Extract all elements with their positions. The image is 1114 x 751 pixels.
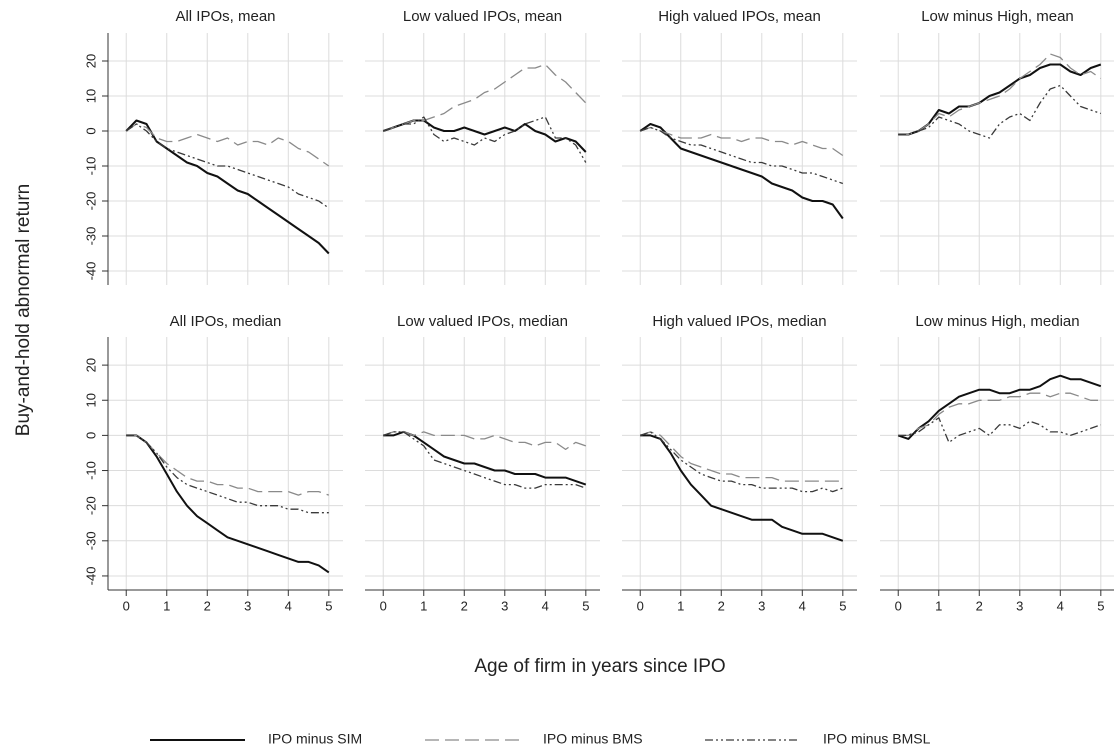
x-tick-label: 1 xyxy=(420,598,427,613)
series-line xyxy=(640,434,844,542)
series-line xyxy=(639,126,844,185)
series-line xyxy=(639,123,844,220)
legend-label: IPO minus SIM xyxy=(268,731,362,747)
y-tick-label: 10 xyxy=(83,89,98,103)
series-line xyxy=(898,392,1101,437)
x-tick-label: 1 xyxy=(163,598,170,613)
y-axis-label: Buy-and-hold abnormal return xyxy=(13,184,34,436)
series-line xyxy=(898,53,1102,136)
series-line xyxy=(898,63,1102,136)
x-tick-label: 5 xyxy=(839,598,846,613)
x-tick-label: 0 xyxy=(895,598,902,613)
y-tick-label: 0 xyxy=(83,127,98,134)
x-tick-label: 5 xyxy=(582,598,589,613)
panel-title: All IPOs, mean xyxy=(175,8,275,25)
series-line xyxy=(898,84,1102,139)
series-line xyxy=(382,431,587,489)
y-tick-label: -40 xyxy=(83,567,98,586)
panel-title: High valued IPOs, median xyxy=(652,313,826,330)
series-line xyxy=(382,63,587,132)
x-tick-label: 5 xyxy=(325,598,332,613)
panel-title: High valued IPOs, mean xyxy=(658,8,821,25)
x-tick-label: 1 xyxy=(935,598,942,613)
series-line xyxy=(126,434,330,496)
series-line xyxy=(125,123,330,167)
x-tick-label: 4 xyxy=(799,598,806,613)
series-line xyxy=(125,119,330,255)
panel-title: All IPOs, median xyxy=(170,313,282,330)
series-line xyxy=(898,417,1102,444)
series-line xyxy=(382,431,587,451)
x-tick-label: 2 xyxy=(976,598,983,613)
y-tick-label: -30 xyxy=(83,227,98,246)
y-tick-label: 20 xyxy=(83,54,98,68)
y-tick-label: -30 xyxy=(83,531,98,550)
x-tick-label: 5 xyxy=(1097,598,1104,613)
y-tick-label: 10 xyxy=(83,393,98,407)
y-tick-label: -40 xyxy=(83,262,98,281)
y-tick-label: -10 xyxy=(83,461,98,480)
series-line xyxy=(382,116,587,163)
y-tick-label: 0 xyxy=(83,432,98,439)
x-tick-label: 2 xyxy=(461,598,468,613)
x-tick-label: 1 xyxy=(677,598,684,613)
x-tick-label: 3 xyxy=(1016,598,1023,613)
series-line xyxy=(639,431,844,493)
y-tick-label: 20 xyxy=(83,358,98,372)
panel-title: Low minus High, median xyxy=(915,313,1079,330)
x-tick-label: 0 xyxy=(637,598,644,613)
y-tick-label: -20 xyxy=(83,192,98,211)
series-line xyxy=(125,123,330,209)
x-axis-label: Age of firm in years since IPO xyxy=(474,656,725,677)
y-tick-label: -20 xyxy=(83,496,98,515)
x-tick-label: 2 xyxy=(204,598,211,613)
x-tick-label: 4 xyxy=(285,598,292,613)
x-tick-label: 4 xyxy=(1057,598,1064,613)
series-line xyxy=(383,430,587,486)
legend-label: IPO minus BMS xyxy=(543,731,643,747)
series-line xyxy=(639,126,844,157)
x-tick-label: 4 xyxy=(542,598,549,613)
panel-title: Low minus High, mean xyxy=(921,8,1074,25)
series-line xyxy=(382,119,587,153)
y-tick-label: -10 xyxy=(83,157,98,176)
x-tick-label: 0 xyxy=(380,598,387,613)
x-tick-label: 3 xyxy=(501,598,508,613)
x-tick-label: 3 xyxy=(244,598,251,613)
panel-title: Low valued IPOs, median xyxy=(397,313,568,330)
series-line xyxy=(126,434,329,514)
x-tick-label: 3 xyxy=(758,598,765,613)
legend-label: IPO minus BMSL xyxy=(823,731,931,747)
series-line xyxy=(897,374,1102,440)
x-tick-label: 2 xyxy=(718,598,725,613)
series-line xyxy=(126,434,330,574)
series-line xyxy=(639,431,843,482)
panel-title: Low valued IPOs, mean xyxy=(403,8,562,25)
x-tick-label: 0 xyxy=(123,598,130,613)
